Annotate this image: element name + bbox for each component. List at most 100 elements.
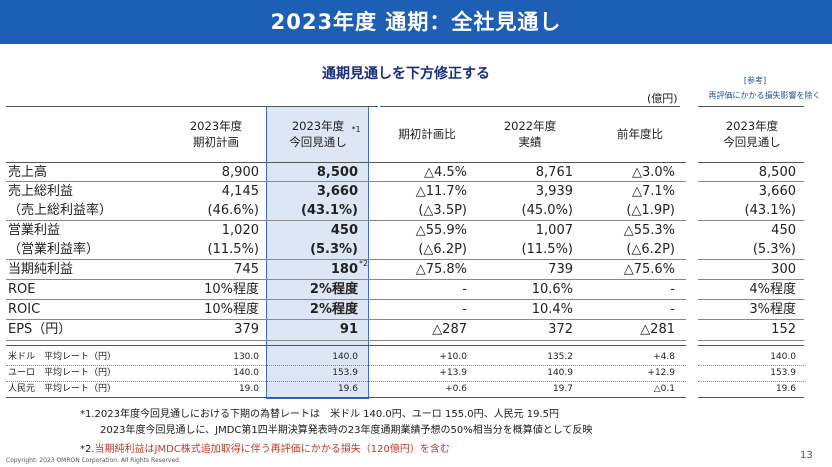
- cell-forecast: 180: [330, 262, 358, 277]
- fx-row-divider: [698, 365, 804, 366]
- row-divider: [6, 181, 686, 182]
- fx-row-divider: [6, 381, 686, 382]
- cell-vs_plan: △4.5%: [423, 165, 467, 180]
- note-2-mark: *2.: [80, 444, 95, 455]
- cell-forecast: 2%程度: [309, 282, 358, 297]
- cell-ref: 8,500: [758, 165, 796, 180]
- cell-plan: 745: [234, 262, 259, 277]
- cell-plan: 4,145: [221, 184, 259, 199]
- row-divider: [698, 220, 804, 221]
- cell-plan: 379: [234, 322, 259, 337]
- fx-cell-forecast: 19.6: [337, 384, 358, 394]
- page-number: 13: [800, 450, 813, 461]
- cell-label: （営業利益率）: [8, 242, 100, 257]
- cell-ref: 450: [771, 223, 796, 238]
- col-header-yoy: 前年度比: [617, 127, 663, 141]
- cell-vs_plan: △75.8%: [415, 262, 467, 277]
- header-rule: [6, 162, 686, 163]
- col-header-actual-2022: 2022年度 実績: [490, 118, 570, 150]
- col-header-vs-plan: 期初計画比: [398, 127, 456, 141]
- fx-cell-forecast: 140.0: [332, 352, 358, 362]
- cell-yoy: (△6.2P): [626, 242, 675, 257]
- fx-cell-vs_plan: +10.0: [439, 352, 467, 362]
- cell-forecast: 450: [330, 223, 358, 238]
- cell-yoy: △281: [640, 322, 675, 337]
- cell-actual: 372: [548, 322, 573, 337]
- cell-vs_plan: (△6.2P): [418, 242, 467, 257]
- fx-cell-plan: 140.0: [233, 368, 259, 378]
- cell-label: 当期純利益: [8, 262, 74, 277]
- col-header-forecast-mark: *1: [351, 125, 361, 134]
- col-header-ref-forecast-text: 2023年度 今回見通し: [723, 119, 781, 149]
- cell-actual: 739: [548, 262, 573, 277]
- cell-ref: 3%程度: [749, 302, 796, 317]
- cell-yoy: -: [670, 302, 675, 317]
- cell-actual: 3,939: [535, 184, 573, 199]
- reference-label: [参考]: [743, 76, 767, 85]
- row-divider: [6, 220, 686, 221]
- fx-cell-label: 米ドル 平均レート（円）: [8, 352, 117, 362]
- cell-plan: 8,900: [221, 165, 259, 180]
- table-bottom-rule: [698, 345, 804, 346]
- row-divider: [6, 259, 686, 260]
- col-header-plan: 2023年度 期初計画: [176, 118, 256, 150]
- fx-cell-ref: 140.0: [770, 352, 796, 362]
- cell-plan: 10%程度: [204, 282, 259, 297]
- note-2-text: 当期純利益はJMDC株式追加取得に伴う再評価にかかる損失（120億円）を含む: [94, 444, 450, 455]
- fx-row-divider: [6, 397, 686, 398]
- fx-row-divider: [6, 365, 686, 366]
- cell-forecast: (5.3%): [310, 242, 358, 257]
- fx-cell-vs_plan: +0.6: [445, 384, 467, 394]
- cell-label: ROE: [8, 282, 36, 297]
- table-top-rule-2: [380, 106, 680, 107]
- cell-yoy: △7.1%: [631, 184, 675, 199]
- fx-cell-actual: 140.9: [547, 368, 573, 378]
- fx-cell-forecast: 153.9: [332, 368, 358, 378]
- cell-label: EPS（円）: [8, 322, 72, 337]
- cell-label: 営業利益: [8, 223, 61, 238]
- cell-ref: (43.1%): [744, 203, 796, 218]
- fx-cell-ref: 19.6: [775, 384, 796, 394]
- cell-actual: (11.5%): [521, 242, 573, 257]
- cell-yoy: △55.3%: [623, 223, 675, 238]
- fx-cell-ref: 153.9: [770, 368, 796, 378]
- col-header-ref-forecast: 2023年度 今回見通し: [712, 118, 792, 150]
- row-divider: [6, 279, 686, 280]
- unit-label: (億円): [647, 92, 678, 105]
- fx-row-divider: [698, 397, 804, 398]
- row-divider: [6, 299, 686, 300]
- row-divider: [698, 181, 804, 182]
- cell-vs_plan: (△3.5P): [418, 203, 467, 218]
- cell-forecast: 91: [339, 322, 358, 337]
- fx-cell-actual: 135.2: [547, 352, 573, 362]
- cell-label: 売上高: [8, 165, 48, 180]
- cell-yoy: △3.0%: [631, 165, 675, 180]
- fx-cell-plan: 19.0: [238, 384, 259, 394]
- reference-note: 再評価にかかる損失影響を除く: [708, 91, 821, 100]
- row-divider: [698, 259, 804, 260]
- cell-ref: 3,660: [758, 184, 796, 199]
- cell-forecast: (43.1%): [301, 203, 358, 218]
- cell-forecast: 3,660: [316, 184, 358, 199]
- cell-plan: 1,020: [221, 223, 259, 238]
- note-2: *2.当期純利益はJMDC株式追加取得に伴う再評価にかかる損失（120億円）を含…: [80, 440, 450, 455]
- row-divider: [698, 340, 804, 341]
- cell-actual: 10.4%: [531, 302, 573, 317]
- row-divider: [698, 279, 804, 280]
- note-1-line-2: 2023年度今回見通しに、JMDC第1四半期決算発表時の23年度通期業績予想の5…: [100, 425, 593, 436]
- fx-row-divider: [698, 381, 804, 382]
- fx-cell-label: ユーロ 平均レート（円）: [8, 368, 117, 378]
- cell-forecast: 2%程度: [309, 302, 358, 317]
- page-title: 2023年度 通期：全社見通し: [270, 10, 562, 34]
- row-divider: [698, 319, 804, 320]
- col-header-forecast: 2023年度 今回見通し: [272, 118, 364, 150]
- cell-label: ROIC: [8, 302, 41, 317]
- copyright: Copyright: 2023 OMRON Corporation. All R…: [6, 457, 181, 464]
- fx-cell-label: 人民元 平均レート（円）: [8, 384, 117, 394]
- net-income-forecast-mark: *2: [359, 259, 369, 268]
- fx-cell-yoy: +4.8: [653, 352, 675, 362]
- cell-actual: 8,761: [535, 165, 573, 180]
- table-top-rule: [6, 106, 378, 107]
- table-top-rule-ref: [698, 106, 804, 107]
- col-header-forecast-text: 2023年度 今回見通し: [289, 119, 347, 149]
